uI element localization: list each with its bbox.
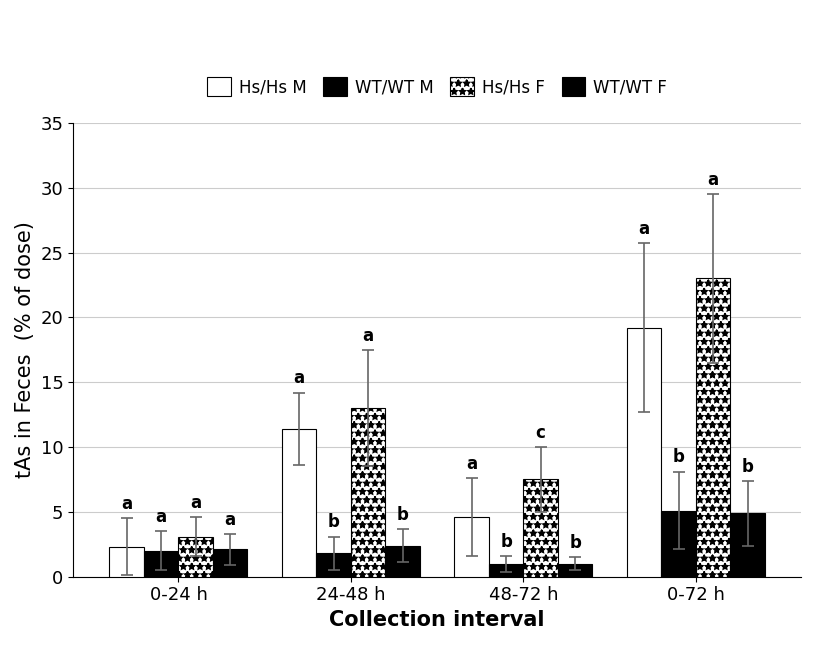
Text: a: a: [121, 495, 132, 513]
Text: a: a: [362, 326, 374, 344]
Text: b: b: [500, 533, 512, 551]
Bar: [282, 429, 317, 577]
Bar: [661, 511, 696, 577]
Text: b: b: [569, 534, 581, 552]
Y-axis label: tAs in Feces  (% of dose): tAs in Feces (% of dose): [15, 221, 35, 478]
Bar: [385, 546, 420, 577]
Bar: [455, 517, 489, 577]
Text: a: a: [466, 455, 477, 473]
Text: c: c: [535, 424, 546, 442]
Bar: [523, 479, 558, 577]
Text: a: a: [224, 511, 236, 529]
Text: a: a: [294, 370, 304, 388]
Bar: [558, 564, 592, 577]
Legend: Hs/Hs M, WT/WT M, Hs/Hs F, WT/WT F: Hs/Hs M, WT/WT M, Hs/Hs F, WT/WT F: [202, 72, 672, 101]
Bar: [144, 551, 179, 577]
X-axis label: Collection interval: Collection interval: [330, 610, 545, 630]
Text: b: b: [742, 457, 753, 475]
Bar: [109, 547, 144, 577]
Text: b: b: [672, 448, 685, 466]
Bar: [627, 328, 661, 577]
Bar: [730, 513, 765, 577]
Bar: [351, 408, 385, 577]
Text: a: a: [190, 494, 202, 512]
Text: a: a: [638, 220, 650, 238]
Bar: [213, 550, 247, 577]
Text: a: a: [707, 171, 719, 189]
Bar: [696, 279, 730, 577]
Bar: [489, 564, 523, 577]
Bar: [179, 537, 213, 577]
Text: a: a: [156, 508, 166, 526]
Text: b: b: [328, 513, 339, 531]
Bar: [317, 553, 351, 577]
Text: b: b: [397, 506, 409, 524]
